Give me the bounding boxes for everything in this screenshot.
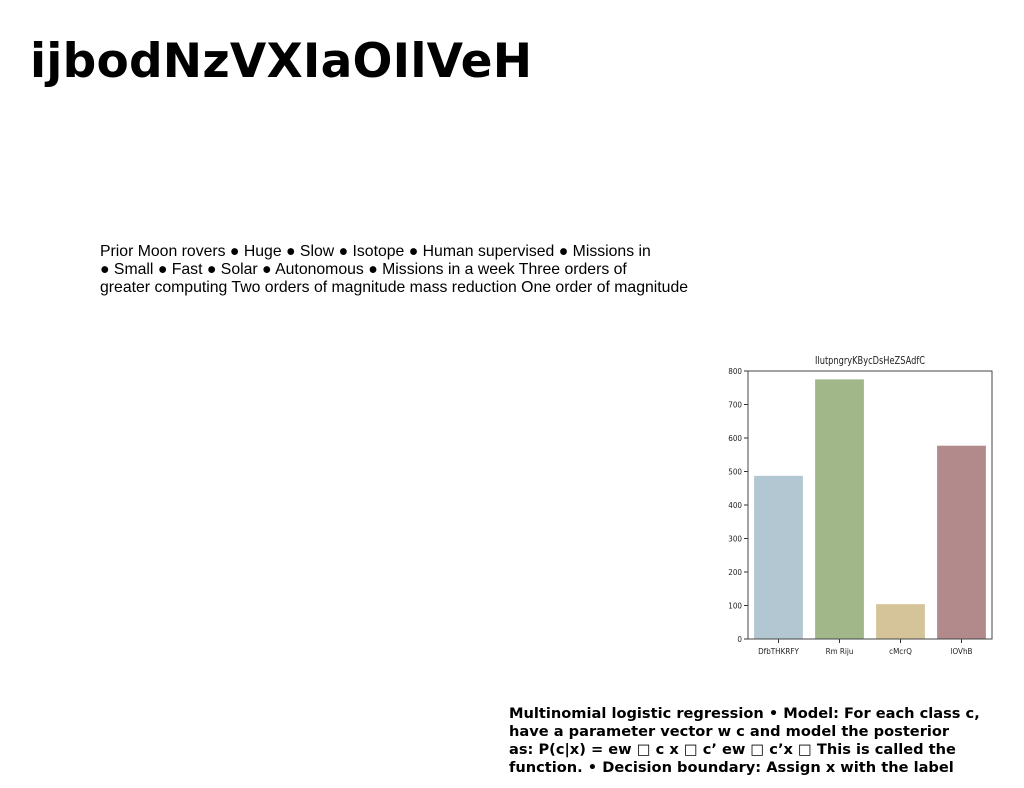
text-line: ● Small ● Fast ● Solar ● Autonomous ● Mi…: [100, 261, 627, 278]
chart-title: IlutpngryKBycDsHeZSAdfC: [815, 355, 925, 367]
text-line: Multinomial logistic regression • Model:…: [509, 705, 980, 722]
bar-rm-riju: [815, 379, 864, 639]
y-tick-label: 600: [728, 434, 742, 443]
text-line: have a parameter vector w c and model th…: [509, 723, 950, 740]
bar-cmcrq: [876, 604, 925, 639]
plot-frame: [747, 370, 993, 640]
page-title: ijbodNzVXIaOIlVeH: [30, 34, 533, 89]
regression-text: Multinomial logistic regression • Model:…: [509, 705, 1021, 777]
bar-chart-svg: IlutpngryKBycDsHeZSAdfC 0 100 200 300 400 500 6…: [728, 355, 993, 656]
text-line: Prior Moon rovers ● Huge ● Slow ● Isotop…: [100, 243, 651, 260]
x-tick-label: DfbTHKRFY: [758, 647, 799, 656]
text-line: as: P(c|x) = ew □ c x □ c’ ew □ c’x □ Th…: [509, 741, 956, 758]
moon-rovers-text: Prior Moon rovers ● Huge ● Slow ● Isotop…: [100, 243, 700, 297]
y-tick-label: 300: [728, 535, 742, 544]
bar-dfbthkrfy: [754, 475, 803, 639]
y-tick-label: 500: [728, 468, 742, 477]
y-tick-label: 700: [728, 401, 742, 410]
y-tick-label: 800: [728, 367, 742, 376]
bar-chart: IlutpngryKBycDsHeZSAdfC 0 100 200 300 400 500 6…: [722, 348, 1002, 660]
text-line: function. • Decision boundary: Assign x …: [509, 759, 954, 776]
x-tick-label: cMcrQ: [889, 647, 912, 656]
y-tick-label: 0: [737, 635, 742, 644]
x-tick-label: Rm Riju: [826, 647, 854, 656]
y-tick-label: 200: [728, 568, 742, 577]
y-tick-label: 400: [728, 501, 742, 510]
bar-lovhb: [937, 445, 986, 639]
text-line: greater computing Two orders of magnitud…: [100, 279, 689, 296]
x-tick-label: lOVhB: [951, 647, 973, 656]
y-tick-label: 100: [728, 602, 742, 611]
